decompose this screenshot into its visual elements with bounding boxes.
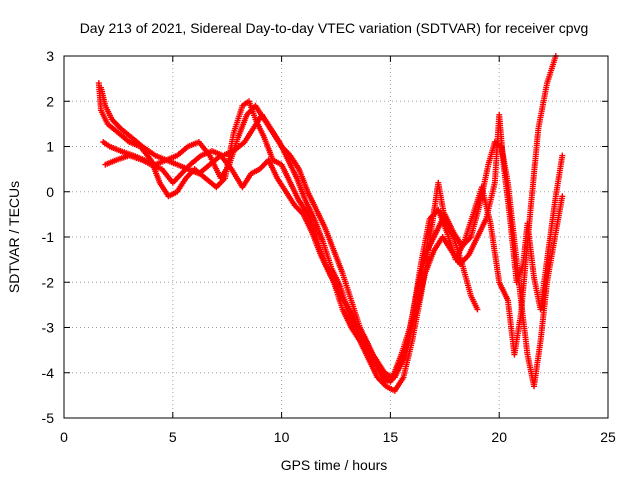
x-tick-label: 20 — [491, 429, 507, 445]
data-series — [102, 111, 566, 390]
axes: 0 5 10 15 20 25 -5 -4 -3 -2 -1 0 1 2 3 — [42, 48, 616, 445]
data-series — [98, 53, 559, 385]
chart-title: Day 213 of 2021, Sidereal Day-to-day VTE… — [80, 20, 589, 36]
y-tick-label: -2 — [42, 274, 55, 290]
x-tick-label: 15 — [383, 429, 399, 445]
y-tick-label: -4 — [42, 365, 55, 381]
series-markers — [98, 53, 559, 385]
x-tick-label: 25 — [600, 429, 616, 445]
y-axis-label: SDTVAR / TECUs — [6, 181, 22, 293]
x-tick-label: 5 — [169, 429, 177, 445]
y-tick-label: 1 — [46, 139, 54, 155]
y-tick-label: 2 — [46, 93, 54, 109]
x-tick-label: 0 — [60, 429, 68, 445]
y-tick-label: 0 — [46, 184, 54, 200]
series-markers — [102, 111, 566, 390]
y-tick-label: -5 — [42, 410, 55, 426]
y-tick-label: -1 — [42, 229, 55, 245]
y-tick-label: -3 — [42, 320, 55, 336]
x-tick-label: 10 — [274, 429, 290, 445]
x-axis-label: GPS time / hours — [281, 457, 388, 473]
plot-area — [95, 53, 566, 394]
y-tick-label: 3 — [46, 48, 54, 64]
